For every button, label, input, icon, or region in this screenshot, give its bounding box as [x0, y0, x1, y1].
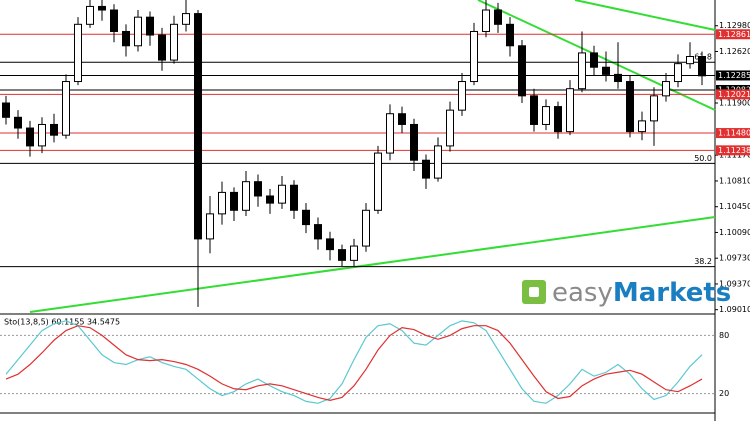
level-label: 1.11238 [718, 146, 750, 155]
level-box [716, 70, 750, 81]
logo-part: easy [552, 278, 613, 308]
candle-body [338, 249, 346, 261]
candle-body [62, 81, 70, 136]
fib-label: 38.2 [694, 257, 712, 266]
candle-body [98, 5, 106, 11]
candle-body [518, 45, 526, 97]
indicator-line [5, 325, 703, 402]
level-box [716, 128, 750, 139]
candle-body [194, 13, 202, 240]
candle-body [2, 102, 10, 118]
candle-body [506, 23, 514, 47]
candle-body [530, 95, 538, 125]
candle-body [14, 116, 22, 129]
candle-body [578, 52, 586, 90]
candle-body [470, 30, 478, 83]
y-tick-label: 1.12620 [719, 47, 750, 56]
candle-body [26, 127, 34, 147]
candle-body [650, 95, 658, 122]
candle-body [266, 195, 274, 204]
candle-body [38, 123, 46, 147]
y-tick-label: 1.10090 [719, 228, 750, 237]
candle-body [206, 213, 214, 240]
candle-body [230, 191, 238, 211]
candle-body [50, 123, 58, 136]
logo-part: Markets [613, 278, 731, 308]
trend-line [29, 216, 716, 313]
candle-body [446, 109, 454, 147]
candle-body [110, 9, 118, 32]
candle-body [74, 23, 82, 83]
candle-body [602, 66, 610, 75]
candle-body [398, 113, 406, 125]
candle-body [170, 23, 178, 61]
candle-body [638, 120, 646, 133]
candle-body [158, 34, 166, 61]
y-tick-label: 1.12980 [719, 21, 750, 30]
candle-body [686, 56, 694, 65]
logo-icon [529, 287, 539, 297]
y-tick-label: 1.09370 [719, 279, 750, 288]
candle-body [86, 5, 94, 25]
logo-text: easyMarkets [552, 278, 731, 308]
y-tick-label: 20 [719, 389, 729, 398]
level-label: 1.12021 [718, 90, 750, 99]
candle-body [554, 106, 562, 133]
candle-body [410, 123, 418, 161]
level-box [716, 29, 750, 40]
indicator-line [5, 320, 703, 404]
candle-body [458, 81, 466, 111]
candle-body [362, 209, 370, 247]
trend-line [574, 0, 716, 31]
level-box [716, 89, 750, 100]
fib-label: 50.0 [694, 154, 712, 163]
y-tick-label: 1.10450 [719, 202, 750, 211]
candle-body [302, 209, 310, 226]
candle-body [374, 152, 382, 211]
logo: easyMarkets [522, 278, 731, 308]
candle-body [626, 81, 634, 133]
y-tick-label: 1.11900 [719, 98, 750, 107]
candle-body [254, 181, 262, 197]
level-box [716, 145, 750, 156]
level-label: 1.12861 [718, 30, 750, 39]
candle-body [182, 13, 190, 25]
candle-body [674, 63, 682, 83]
candle-body [278, 184, 286, 204]
candle-body [698, 56, 706, 77]
candle-body [482, 9, 490, 32]
candle-body [590, 52, 598, 68]
candle-body [218, 191, 226, 215]
candle-body [386, 113, 394, 154]
level-label: 1.12285 [718, 71, 750, 80]
candle-body [542, 106, 550, 125]
candle-body [434, 145, 442, 179]
candle-body [326, 238, 334, 251]
candle-body [566, 88, 574, 133]
candle-body [146, 16, 154, 36]
y-tick-label: 1.09730 [719, 254, 750, 263]
level-label: 1.11480 [718, 129, 750, 138]
candle-body [122, 30, 130, 47]
candle-body [494, 9, 502, 25]
candle-body [242, 181, 250, 211]
candle-body [350, 245, 358, 261]
candle-body [614, 73, 622, 83]
y-tick-label: 1.09010 [719, 305, 750, 314]
candle-body [134, 16, 142, 47]
candle-body [662, 81, 670, 97]
candle-body [290, 184, 298, 211]
candle-body [422, 159, 430, 179]
y-tick-label: 1.10810 [719, 176, 750, 185]
candle-body [314, 224, 322, 240]
y-tick-label: 80 [719, 331, 729, 340]
